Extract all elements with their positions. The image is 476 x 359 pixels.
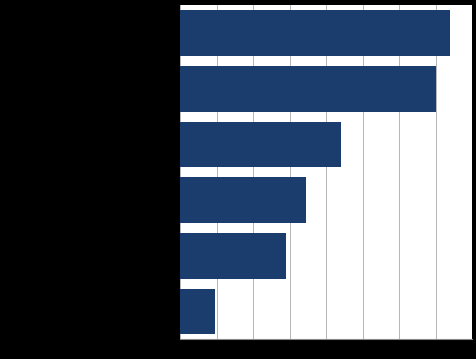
- Bar: [180, 10, 449, 56]
- Bar: [180, 233, 286, 279]
- Bar: [180, 289, 215, 334]
- Bar: [180, 66, 435, 112]
- Bar: [180, 177, 306, 223]
- Bar: [180, 122, 340, 167]
